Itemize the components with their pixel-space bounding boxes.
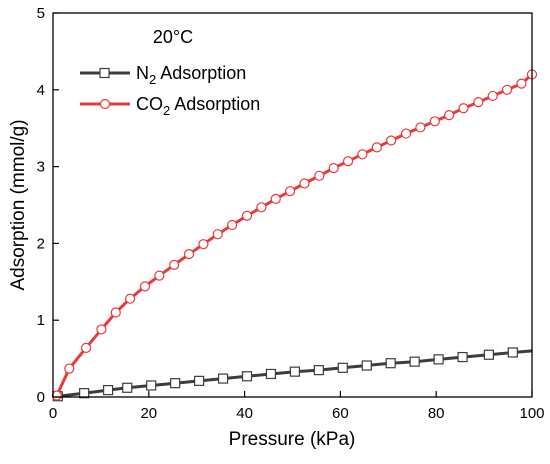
data-point-n2 (217, 373, 229, 384)
data-point-co2 (212, 229, 223, 240)
x-axis-label: Pressure (kPa) (229, 429, 356, 450)
data-point-n2 (507, 347, 518, 358)
data-point-co2 (125, 293, 136, 304)
series-n2 (52, 347, 533, 402)
data-point-n2 (122, 382, 133, 393)
data-point-co2 (328, 163, 339, 174)
data-point-co2 (270, 193, 281, 204)
plot-content (51, 69, 538, 402)
legend-marker-co2 (99, 98, 111, 110)
y-tick-label: 1 (37, 312, 45, 329)
y-tick-label: 3 (37, 159, 45, 176)
data-point-n2 (361, 360, 372, 371)
legend-n2-main: N (136, 63, 149, 83)
data-point-co2 (241, 210, 253, 221)
data-point-n2 (483, 349, 494, 360)
legend-label-n2: N2 Adsorption (136, 63, 246, 87)
data-point-n2 (409, 356, 420, 367)
data-point-co2 (429, 116, 440, 127)
x-tick-label: 60 (332, 405, 349, 422)
series-co2 (51, 69, 538, 401)
series-line-co2 (52, 73, 533, 399)
x-tick-label: 40 (236, 405, 253, 422)
data-point-co2 (110, 307, 121, 318)
x-tick-label: 100 (519, 405, 544, 422)
data-point-n2 (289, 366, 300, 377)
data-point-co2 (285, 186, 296, 197)
data-point-co2 (96, 324, 107, 335)
y-axis-label: Adsorption (mmol/g) (8, 119, 29, 290)
data-point-n2 (385, 358, 396, 369)
data-point-n2 (313, 365, 324, 376)
y-tick-label: 2 (37, 235, 45, 252)
data-point-n2 (241, 371, 253, 382)
data-point-co2 (444, 110, 455, 121)
data-point-co2 (357, 149, 368, 160)
series-line-n2 (52, 349, 533, 399)
x-axis-ticks: 0 20 40 60 80 100 (49, 391, 545, 422)
data-point-n2 (102, 384, 114, 396)
legend-marker-n2 (99, 67, 110, 79)
y-tick-label: 4 (37, 82, 45, 99)
data-point-n2 (170, 378, 181, 389)
x-tick-label: 0 (49, 405, 57, 422)
legend-co2-rest: Adsorption (170, 94, 260, 114)
data-point-co2 (169, 259, 180, 271)
data-point-co2 (400, 128, 412, 139)
data-point-n2 (457, 351, 468, 363)
data-point-co2 (80, 342, 92, 353)
data-point-co2 (458, 103, 469, 114)
data-point-co2 (473, 96, 484, 108)
data-point-co2 (64, 363, 75, 374)
data-point-co2 (501, 84, 513, 95)
legend-n2-sub: 2 (149, 72, 156, 87)
legend-label-co2: CO2 Adsorption (136, 94, 260, 118)
x-tick-label: 80 (428, 405, 445, 422)
data-point-co2 (51, 390, 62, 401)
legend: N2 Adsorption CO2 Adsorption (80, 63, 260, 118)
legend-item-co2: CO2 Adsorption (80, 94, 260, 118)
data-point-co2 (256, 202, 267, 213)
data-point-co2 (154, 270, 165, 281)
x-tick-label: 20 (140, 405, 157, 422)
data-point-n2 (337, 362, 348, 373)
data-point-co2 (415, 122, 426, 133)
data-point-n2 (193, 375, 205, 386)
data-point-co2 (139, 281, 151, 292)
y-tick-label: 5 (37, 5, 45, 22)
legend-n2-rest: Adsorption (156, 63, 246, 83)
data-point-co2 (314, 170, 325, 181)
legend-co2-sub: 2 (163, 103, 170, 118)
data-point-n2 (265, 368, 277, 380)
data-point-n2 (146, 380, 157, 391)
data-point-n2 (433, 354, 444, 365)
data-point-co2 (299, 178, 310, 189)
data-point-co2 (183, 249, 195, 260)
data-point-co2 (227, 219, 238, 231)
data-point-co2 (342, 156, 354, 167)
legend-item-n2: N2 Adsorption (80, 63, 246, 87)
data-point-co2 (487, 90, 498, 102)
temperature-annotation: 20°C (153, 27, 193, 47)
data-point-co2 (386, 135, 397, 146)
data-point-co2 (198, 239, 209, 250)
plot-frame (52, 12, 533, 398)
legend-co2-main: CO (136, 94, 163, 114)
data-point-n2 (79, 388, 90, 399)
data-point-co2 (371, 142, 382, 153)
data-point-co2 (516, 78, 527, 89)
y-tick-label: 0 (37, 389, 45, 406)
y-axis-ticks: 0 1 2 3 4 5 (37, 5, 59, 406)
